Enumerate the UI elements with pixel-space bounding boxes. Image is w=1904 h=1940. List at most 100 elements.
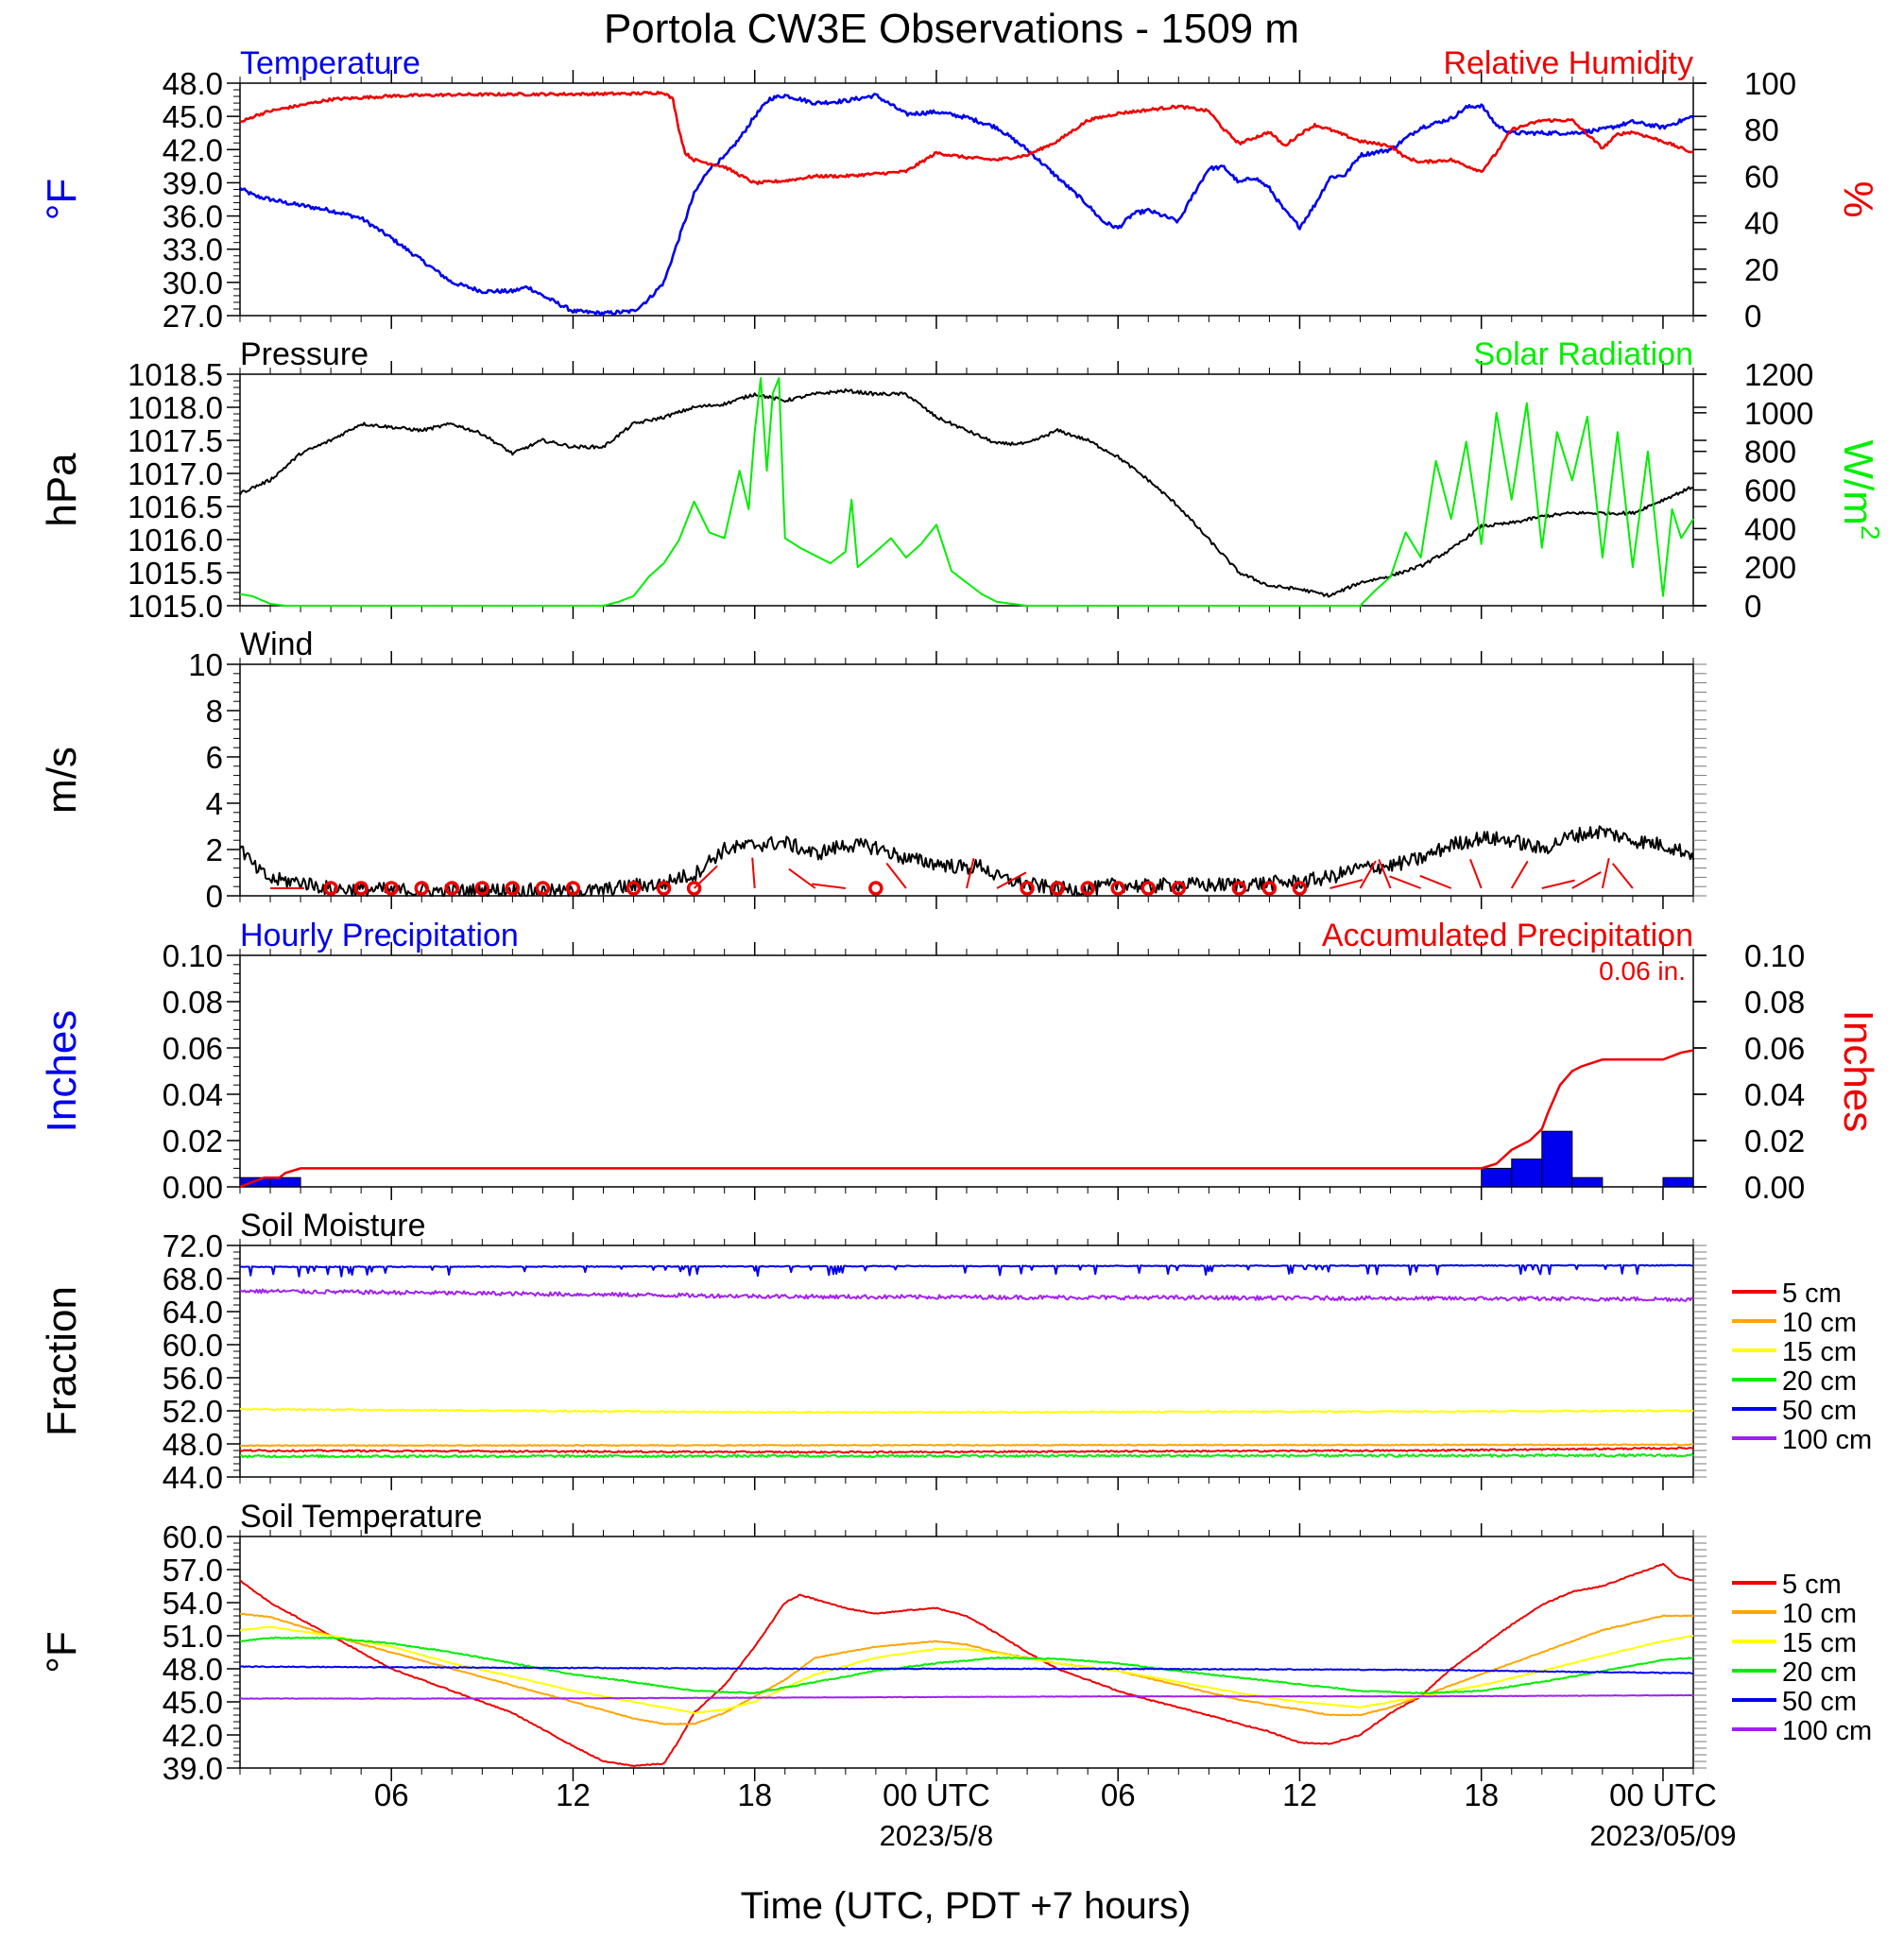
x-tick-label: 18 [1464, 1777, 1499, 1812]
panel-frame [239, 954, 1694, 1188]
y-axis-label: °F [39, 1631, 85, 1673]
y-tick-label: 60.0 [163, 1328, 223, 1363]
panel-title-left: Pressure [240, 336, 369, 372]
legend-label: 100 cm [1782, 1425, 1872, 1455]
hourly-precip-bar [1662, 1176, 1694, 1188]
panel-temp_rh: 27.030.033.036.039.042.045.048.0 0 20 40 60 8… [39, 45, 1881, 334]
calm-wind-marker [1080, 881, 1095, 896]
series-line-d15 [239, 1407, 1694, 1415]
y-tick-label: 1016.0 [128, 523, 223, 558]
y-tick-label: 2 [206, 833, 223, 867]
wind-barb [812, 883, 846, 889]
y-tick-label: 42.0 [163, 132, 223, 167]
y-axis-label: m/s [39, 747, 85, 814]
wind-barb [1601, 857, 1610, 889]
y-axis-label: hPa [39, 453, 85, 527]
y-tick-label: 45.0 [163, 1685, 223, 1720]
y-right-tick-label: 600 [1744, 473, 1796, 508]
calm-wind-marker [1110, 881, 1125, 896]
x-tick-label: 06 [1101, 1777, 1136, 1812]
y-tick-label: 1015.5 [128, 556, 223, 591]
wind-barb [751, 857, 756, 889]
y-tick-label: 72.0 [163, 1228, 223, 1263]
y-tick-label: 8 [206, 694, 223, 729]
x-tick-label: 12 [1282, 1777, 1317, 1812]
legend-label: 20 cm [1782, 1657, 1857, 1688]
y-right-tick-label: 80 [1744, 112, 1779, 147]
calm-wind-marker [1020, 881, 1035, 896]
wind-barb [1329, 879, 1364, 889]
x-tick-label: 06 [374, 1777, 409, 1812]
x-tick-label: 12 [556, 1777, 591, 1812]
series-line-d100 [239, 1288, 1694, 1302]
y-right-tick-label: 40 [1744, 206, 1779, 241]
y-right-tick-label: 400 [1744, 511, 1796, 546]
calm-wind-marker [1231, 881, 1247, 896]
series-line-d10 [239, 1612, 1694, 1725]
y-tick-label: 30.0 [163, 266, 223, 300]
wind-barb [788, 867, 816, 889]
y-tick-label: 56.0 [163, 1361, 223, 1396]
panel-wind: 0 2 4 6 8 10 Wind m/s [39, 627, 1707, 914]
series-line-pressure [239, 387, 1694, 598]
y-right-tick-label: 0.02 [1744, 1124, 1805, 1159]
y-tick-label: 48.0 [163, 66, 223, 101]
y-right-tick-label: 1000 [1744, 396, 1813, 431]
y-tick-label: 27.0 [163, 299, 223, 334]
legend-label: 15 cm [1782, 1337, 1857, 1367]
panel-frame [239, 1245, 1694, 1478]
legend-label: 15 cm [1782, 1628, 1857, 1658]
calm-wind-marker [1171, 881, 1187, 896]
y-tick-label: 48.0 [163, 1427, 223, 1462]
y-tick-label: 39.0 [163, 1751, 223, 1786]
y-right-tick-label: 0.10 [1744, 938, 1805, 973]
y-tick-label: 1016.5 [128, 489, 223, 524]
wind-barb [966, 858, 975, 889]
series-line-d10 [239, 1443, 1694, 1448]
y-tick-label: 0.10 [163, 938, 223, 973]
y-right-tick-label: 0.04 [1744, 1077, 1805, 1112]
y-axis-label-right: Inches [1835, 1010, 1881, 1133]
y-tick-label: 1017.0 [128, 456, 223, 491]
y-tick-label: 52.0 [163, 1394, 223, 1429]
panel-title-right: Relative Humidity [1443, 45, 1693, 81]
x-tick-label: 18 [737, 1777, 772, 1812]
wind-barb [693, 865, 718, 889]
figure-title: Portola CW3E Observations - 1509 m [604, 6, 1299, 52]
y-tick-label: 0.06 [163, 1031, 223, 1066]
x-date-label: 2023/05/09 [1589, 1819, 1736, 1852]
panel-frame [239, 82, 1694, 317]
wind-barb [1571, 870, 1602, 889]
x-axis-label: Time (UTC, PDT +7 hours) [741, 1885, 1192, 1927]
y-right-tick-label: 0 [1744, 589, 1761, 624]
panel-title-right: Accumulated Precipitation [1322, 918, 1693, 953]
y-tick-label: 68.0 [163, 1262, 223, 1296]
calm-wind-marker [384, 881, 399, 896]
legend-label: 50 cm [1782, 1396, 1857, 1426]
y-tick-label: 51.0 [163, 1619, 223, 1654]
panel-soil_moisture: 44.048.052.056.060.064.068.072.0 Soil Moi… [39, 1208, 1872, 1495]
series-line-humidity [239, 91, 1694, 186]
calm-wind-marker [868, 881, 883, 896]
y-tick-label: 48.0 [163, 1652, 223, 1687]
series-line-solar [239, 377, 1694, 607]
y-tick-label: 64.0 [163, 1295, 223, 1330]
calm-wind-marker [565, 881, 581, 896]
panel-title-left: Soil Moisture [240, 1208, 426, 1244]
legend-label: 50 cm [1782, 1687, 1857, 1717]
wind-barb [1389, 875, 1421, 889]
calm-wind-marker [656, 881, 672, 896]
y-tick-label: 39.0 [163, 165, 223, 200]
y-tick-label: 1018.5 [128, 357, 223, 392]
y-right-tick-label: 60 [1744, 159, 1779, 194]
y-tick-label: 1018.0 [128, 390, 223, 425]
y-tick-label: 42.0 [163, 1718, 223, 1753]
x-tick-label: 00 UTC [1609, 1777, 1717, 1812]
y-tick-label: 33.0 [163, 232, 223, 267]
y-right-tick-label: 1200 [1744, 357, 1813, 392]
y-tick-label: 60.0 [163, 1519, 223, 1554]
hourly-precip-bar [1541, 1130, 1573, 1188]
panel-title-left: Temperature [240, 45, 420, 81]
legend-label: 10 cm [1782, 1599, 1857, 1629]
